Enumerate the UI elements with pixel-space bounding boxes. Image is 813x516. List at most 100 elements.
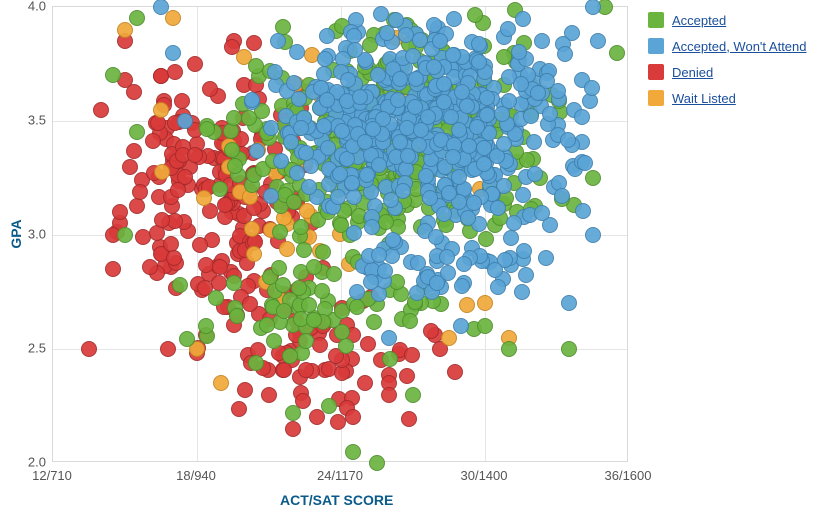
- data-point-accepted_wont_attend: [577, 155, 593, 171]
- data-point-accepted_wont_attend: [487, 262, 503, 278]
- data-point-denied: [217, 197, 233, 213]
- data-point-accepted_wont_attend: [388, 12, 404, 28]
- data-point-accepted_wont_attend: [340, 72, 356, 88]
- data-point-accepted_wont_attend: [244, 92, 260, 108]
- data-point-accepted: [105, 67, 121, 83]
- data-point-denied: [330, 414, 346, 430]
- data-point-accepted_wont_attend: [451, 122, 467, 138]
- data-point-accepted_wont_attend: [352, 89, 368, 105]
- data-point-accepted_wont_attend: [557, 46, 573, 62]
- data-point-accepted: [561, 341, 577, 357]
- data-point-accepted_wont_attend: [165, 45, 181, 61]
- y-tick-label: 2.0: [22, 455, 46, 470]
- data-point-accepted_wont_attend: [263, 120, 279, 136]
- data-point-accepted: [271, 260, 287, 276]
- data-point-accepted: [276, 303, 292, 319]
- data-point-accepted_wont_attend: [349, 284, 365, 300]
- data-point-accepted: [326, 266, 342, 282]
- data-point-accepted_wont_attend: [513, 76, 529, 92]
- data-point-wait_listed: [279, 241, 295, 257]
- data-point-denied: [81, 341, 97, 357]
- data-point-wait_listed: [153, 102, 169, 118]
- data-point-accepted_wont_attend: [317, 51, 333, 67]
- data-point-accepted_wont_attend: [385, 232, 401, 248]
- data-point-accepted: [349, 299, 365, 315]
- data-point-accepted: [117, 227, 133, 243]
- data-point-denied: [192, 237, 208, 253]
- data-point-denied: [345, 409, 361, 425]
- data-point-accepted_wont_attend: [320, 140, 336, 156]
- data-point-accepted_wont_attend: [511, 44, 527, 60]
- x-axis-label: ACT/SAT SCORE: [280, 492, 393, 508]
- data-point-accepted: [129, 124, 145, 140]
- legend: Accepted Accepted, Won't Attend Denied Wait…: [648, 12, 807, 116]
- legend-item-accepted_wont_attend[interactable]: Accepted, Won't Attend: [648, 38, 807, 54]
- data-point-accepted: [298, 333, 314, 349]
- data-point-accepted_wont_attend: [283, 134, 299, 150]
- data-point-denied: [132, 184, 148, 200]
- data-point-accepted_wont_attend: [267, 64, 283, 80]
- data-point-accepted: [285, 405, 301, 421]
- data-point-denied: [312, 337, 328, 353]
- data-point-accepted_wont_attend: [418, 168, 434, 184]
- data-point-denied: [145, 133, 161, 149]
- data-point-accepted: [229, 308, 245, 324]
- data-point-denied: [285, 421, 301, 437]
- data-point-accepted_wont_attend: [293, 120, 309, 136]
- data-point-accepted_wont_attend: [407, 99, 423, 115]
- data-point-wait_listed: [213, 375, 229, 391]
- data-point-accepted: [334, 324, 350, 340]
- legend-swatch: [648, 64, 664, 80]
- data-point-accepted_wont_attend: [590, 33, 606, 49]
- data-point-accepted_wont_attend: [390, 92, 406, 108]
- data-point-accepted: [609, 45, 625, 61]
- scatter-chart: GPA ACT/SAT SCORE AcceptedAccepted, Won'…: [0, 0, 813, 516]
- data-point-denied: [202, 81, 218, 97]
- data-point-denied: [246, 35, 262, 51]
- data-point-denied: [105, 261, 121, 277]
- data-point-accepted: [338, 338, 354, 354]
- data-point-accepted_wont_attend: [454, 278, 470, 294]
- data-point-denied: [212, 259, 228, 275]
- data-point-accepted_wont_attend: [263, 188, 279, 204]
- data-point-accepted: [382, 351, 398, 367]
- data-point-accepted: [248, 355, 264, 371]
- data-point-accepted: [259, 317, 275, 333]
- data-point-accepted_wont_attend: [490, 200, 506, 216]
- data-point-denied: [242, 296, 258, 312]
- data-point-wait_listed: [477, 295, 493, 311]
- data-point-accepted_wont_attend: [441, 185, 457, 201]
- data-point-accepted_wont_attend: [466, 195, 482, 211]
- data-point-accepted_wont_attend: [506, 215, 522, 231]
- data-point-accepted_wont_attend: [476, 156, 492, 172]
- data-point-accepted_wont_attend: [515, 11, 531, 27]
- data-point-accepted_wont_attend: [443, 109, 459, 125]
- data-point-accepted_wont_attend: [530, 85, 546, 101]
- legend-item-accepted[interactable]: Accepted: [648, 12, 807, 28]
- data-point-denied: [401, 411, 417, 427]
- data-point-wait_listed: [154, 164, 170, 180]
- data-point-denied: [142, 259, 158, 275]
- y-tick-label: 3.0: [22, 227, 46, 242]
- data-point-denied: [423, 323, 439, 339]
- data-point-wait_listed: [196, 190, 212, 206]
- data-point-accepted_wont_attend: [503, 230, 519, 246]
- data-point-denied: [122, 159, 138, 175]
- data-point-accepted_wont_attend: [451, 169, 467, 185]
- data-point-accepted: [198, 318, 214, 334]
- data-point-accepted: [179, 331, 195, 347]
- data-point-accepted_wont_attend: [554, 188, 570, 204]
- data-point-accepted_wont_attend: [429, 275, 445, 291]
- data-point-accepted_wont_attend: [371, 157, 387, 173]
- data-point-accepted: [282, 348, 298, 364]
- data-point-accepted: [272, 224, 288, 240]
- legend-item-wait_listed[interactable]: Wait Listed: [648, 90, 807, 106]
- plot-area: [52, 6, 628, 462]
- x-tick-label: 30/1400: [461, 468, 508, 483]
- legend-label: Accepted: [672, 13, 726, 28]
- data-point-accepted: [286, 194, 302, 210]
- data-point-accepted_wont_attend: [496, 136, 512, 152]
- legend-item-denied[interactable]: Denied: [648, 64, 807, 80]
- data-point-denied: [150, 115, 166, 131]
- data-point-accepted_wont_attend: [371, 247, 387, 263]
